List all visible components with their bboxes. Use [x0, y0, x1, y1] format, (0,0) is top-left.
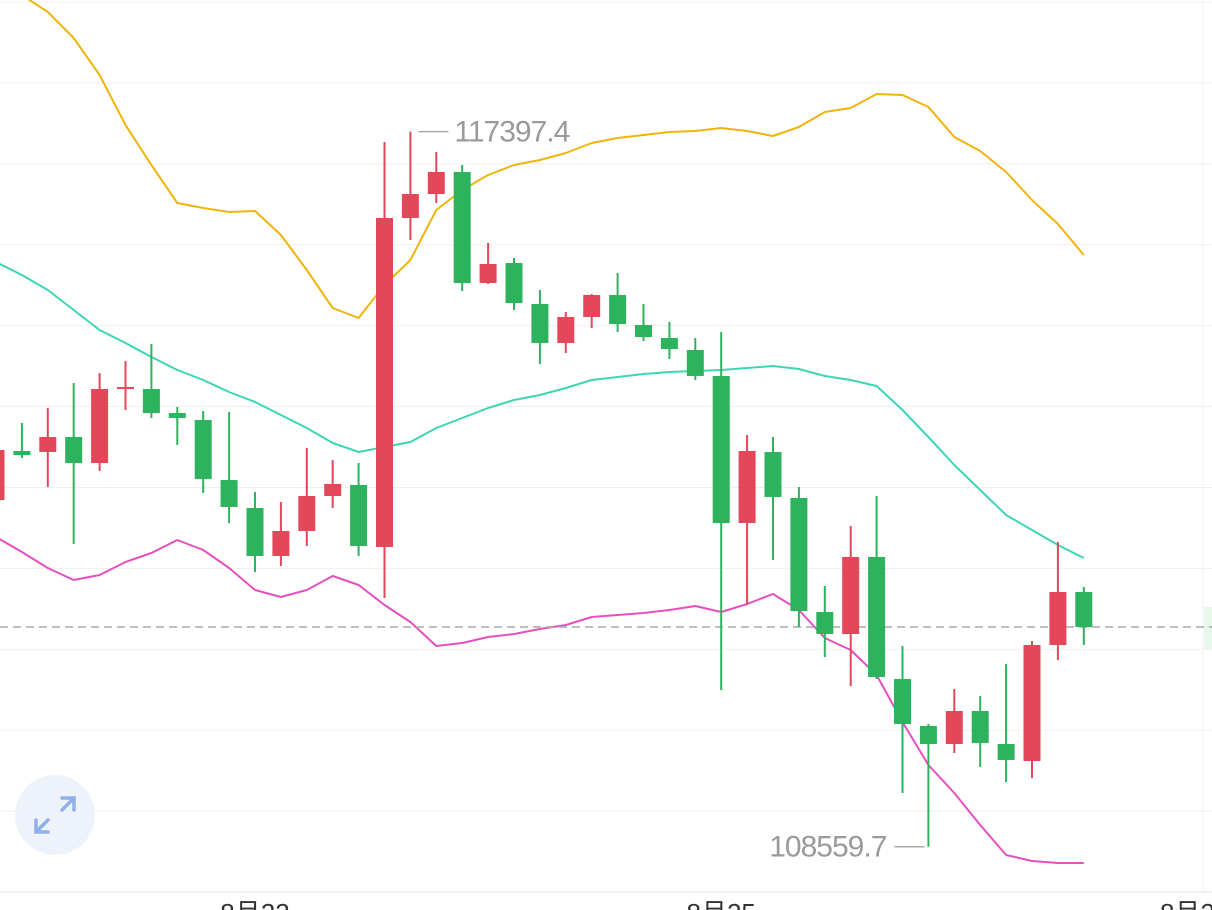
- band-line: [27, 0, 1085, 319]
- candle-body: [997, 744, 1015, 760]
- candle-body: [117, 386, 134, 390]
- candle-body: [0, 450, 5, 501]
- candle-body: [65, 436, 83, 464]
- candle-body: [557, 316, 575, 343]
- candle-body: [868, 556, 886, 678]
- candle-body: [505, 263, 523, 303]
- candle-body: [91, 389, 109, 464]
- candle-body: [272, 530, 290, 556]
- candle-body: [194, 419, 212, 479]
- candle-body: [583, 294, 601, 317]
- x-tick-label: 8月2: [1160, 898, 1212, 910]
- candle-body: [376, 217, 393, 548]
- candle-body: [686, 350, 704, 376]
- candle-body: [324, 483, 342, 496]
- candle-body: [945, 711, 963, 745]
- x-tick-label: 8月25: [687, 898, 756, 910]
- candle-body: [220, 480, 238, 507]
- expand-button[interactable]: [15, 775, 95, 855]
- candle-body: [660, 338, 678, 350]
- candle-body: [919, 725, 937, 745]
- candle-body: [401, 194, 419, 218]
- candle-body: [635, 325, 652, 337]
- candle-body: [427, 172, 445, 195]
- candle-body: [39, 436, 57, 453]
- band-line: [0, 262, 1085, 559]
- candle-body: [1023, 644, 1041, 762]
- candle-body: [453, 172, 471, 284]
- candle-body: [531, 303, 549, 343]
- candle-body: [168, 413, 186, 418]
- candle-body: [894, 678, 911, 725]
- candle-body: [246, 508, 264, 556]
- candle-body: [1075, 591, 1093, 628]
- price-tag: [1204, 607, 1212, 649]
- candle-body: [609, 294, 627, 325]
- expand-icon: [34, 796, 76, 834]
- candle-body: [790, 497, 808, 612]
- x-tick-label: 8月22: [220, 898, 289, 910]
- candle-body: [13, 450, 31, 456]
- annotation-label: 117397.4: [454, 116, 569, 149]
- candle-body: [816, 611, 834, 634]
- candle-body: [142, 389, 160, 414]
- candle-body: [479, 263, 497, 284]
- candle-body: [842, 556, 860, 634]
- annotation-label: 108559.7: [769, 831, 886, 864]
- candle-body: [712, 375, 730, 523]
- expand-bg: [15, 775, 95, 855]
- candle-body: [1049, 591, 1067, 645]
- candle-body: [298, 495, 316, 531]
- candle-body: [971, 711, 989, 743]
- candle-body: [350, 484, 368, 546]
- candle-body: [738, 450, 756, 523]
- candle-body: [764, 452, 782, 498]
